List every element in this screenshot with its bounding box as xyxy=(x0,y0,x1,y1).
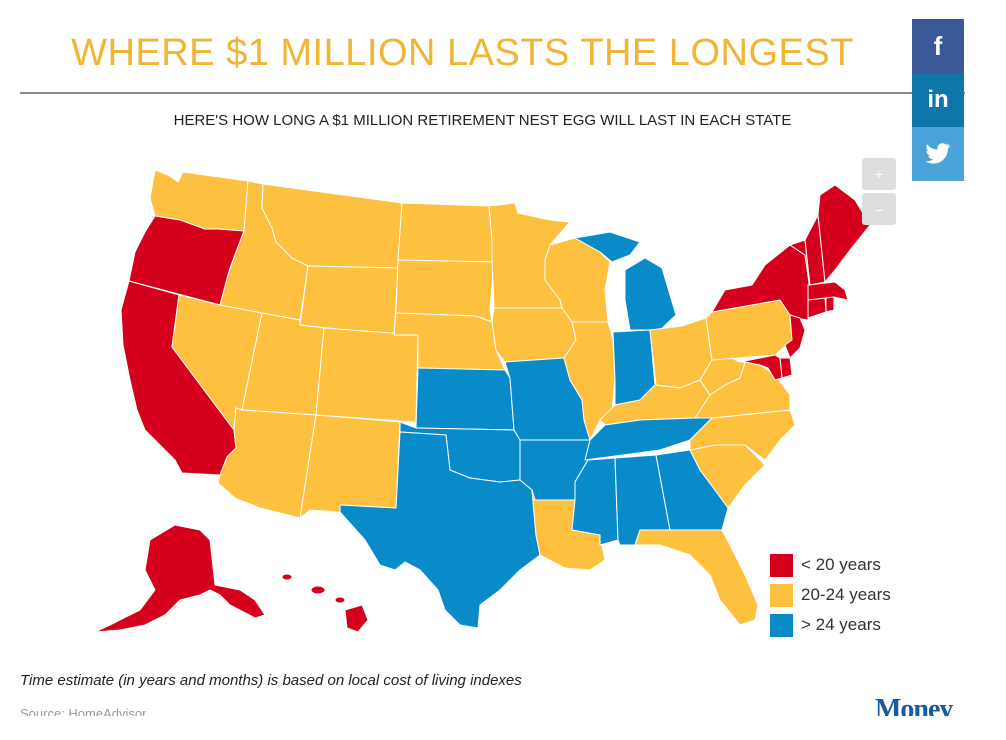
legend-swatch xyxy=(770,553,793,577)
state-CO[interactable] xyxy=(315,327,419,423)
state-TX[interactable] xyxy=(339,431,541,629)
state-HI[interactable] xyxy=(281,573,369,633)
legend-item: < 20 years xyxy=(770,550,891,580)
state-RI[interactable] xyxy=(825,296,835,313)
state-KS[interactable] xyxy=(415,367,515,431)
page-subtitle: HERE'S HOW LONG A $1 MILLION RETIREMENT … xyxy=(173,112,792,129)
legend-label: 20-24 years xyxy=(801,585,891,604)
state-MI[interactable] xyxy=(574,231,677,331)
map-legend: < 20 years 20-24 years > 24 years xyxy=(770,550,891,640)
state-LA[interactable] xyxy=(531,489,606,571)
state-ME[interactable] xyxy=(817,184,871,283)
legend-item: 20-24 years xyxy=(770,580,891,610)
state-MA[interactable] xyxy=(807,281,849,301)
source-credit: Source: HomeAdvisor xyxy=(20,706,147,716)
twitter-icon xyxy=(925,143,951,164)
legend-item: > 24 years xyxy=(770,610,891,640)
state-WY[interactable] xyxy=(299,265,399,336)
state-FL[interactable] xyxy=(634,529,759,626)
state-AK[interactable] xyxy=(94,524,266,633)
title-divider xyxy=(20,92,965,94)
linkedin-share-button[interactable]: in xyxy=(912,73,964,127)
zoom-controls: + – xyxy=(862,158,896,228)
zoom-in-button[interactable]: + xyxy=(862,158,896,190)
money-logo: Money xyxy=(875,694,953,716)
state-NJ[interactable] xyxy=(784,314,806,359)
facebook-icon: f xyxy=(933,30,943,61)
footnote: Time estimate (in years and months) is b… xyxy=(20,672,522,689)
legend-swatch xyxy=(770,613,793,637)
state-IA[interactable] xyxy=(491,307,577,363)
state-SD[interactable] xyxy=(395,259,495,323)
facebook-share-button[interactable]: f xyxy=(912,19,964,73)
state-MD[interactable] xyxy=(739,354,783,381)
zoom-out-button[interactable]: – xyxy=(862,193,896,225)
legend-label: > 24 years xyxy=(801,615,881,634)
twitter-share-button[interactable] xyxy=(912,127,964,181)
state-ND[interactable] xyxy=(397,202,495,263)
state-NC[interactable] xyxy=(689,409,796,461)
linkedin-icon: in xyxy=(927,86,949,113)
page-title: WHERE $1 MILLION LASTS THE LONGEST xyxy=(71,32,854,74)
legend-label: < 20 years xyxy=(801,555,881,574)
legend-swatch xyxy=(770,583,793,607)
state-NM[interactable] xyxy=(299,414,401,519)
share-bar: f in xyxy=(912,19,964,181)
